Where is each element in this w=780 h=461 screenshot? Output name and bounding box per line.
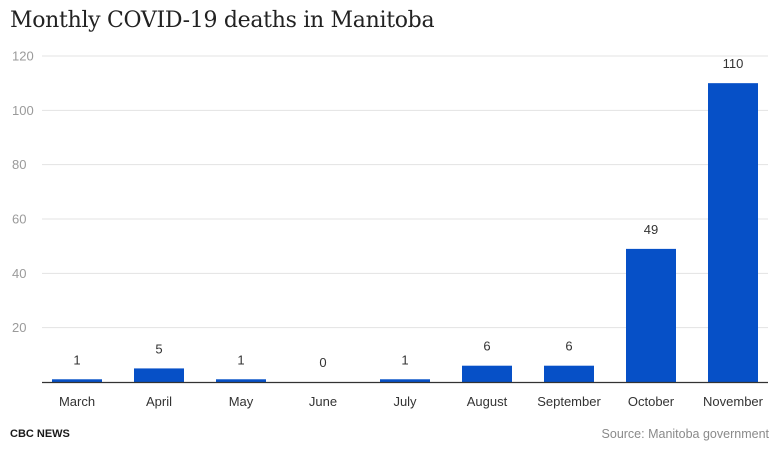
data-label: 0 bbox=[319, 355, 326, 370]
data-label: 5 bbox=[155, 341, 162, 356]
bar-october bbox=[626, 248, 676, 382]
x-tick-label: November bbox=[703, 394, 764, 409]
bar-september bbox=[544, 365, 594, 382]
x-tick-label: May bbox=[229, 394, 254, 409]
data-label: 49 bbox=[644, 222, 658, 237]
data-label: 1 bbox=[401, 352, 408, 367]
y-tick-label: 20 bbox=[12, 320, 26, 335]
data-label: 6 bbox=[565, 339, 572, 354]
bar-november bbox=[708, 83, 758, 383]
data-label: 110 bbox=[723, 56, 744, 71]
data-label: 1 bbox=[237, 352, 244, 367]
x-tick-label: August bbox=[467, 394, 508, 409]
y-tick-label: 80 bbox=[12, 157, 26, 172]
x-tick-label: March bbox=[59, 394, 95, 409]
y-tick-label: 60 bbox=[12, 212, 26, 227]
chart-title: Monthly COVID-19 deaths in Manitoba bbox=[10, 8, 435, 33]
bar-august bbox=[462, 365, 512, 382]
y-tick-label: 40 bbox=[12, 266, 26, 281]
x-tick-label: June bbox=[309, 394, 337, 409]
x-tick-label: September bbox=[537, 394, 601, 409]
source-note: Source: Manitoba government bbox=[601, 427, 769, 441]
y-tick-label: 120 bbox=[12, 49, 34, 64]
bar-april bbox=[134, 368, 184, 382]
x-tick-label: October bbox=[628, 394, 675, 409]
y-tick-label: 100 bbox=[12, 103, 34, 118]
bar-march bbox=[52, 379, 102, 382]
brand-label: CBC NEWS bbox=[10, 428, 70, 440]
x-tick-label: April bbox=[146, 394, 172, 409]
bar-may bbox=[216, 379, 266, 382]
x-tick-label: July bbox=[393, 394, 417, 409]
bar-july bbox=[380, 379, 430, 382]
data-label: 6 bbox=[483, 339, 490, 354]
data-label: 1 bbox=[73, 352, 80, 367]
